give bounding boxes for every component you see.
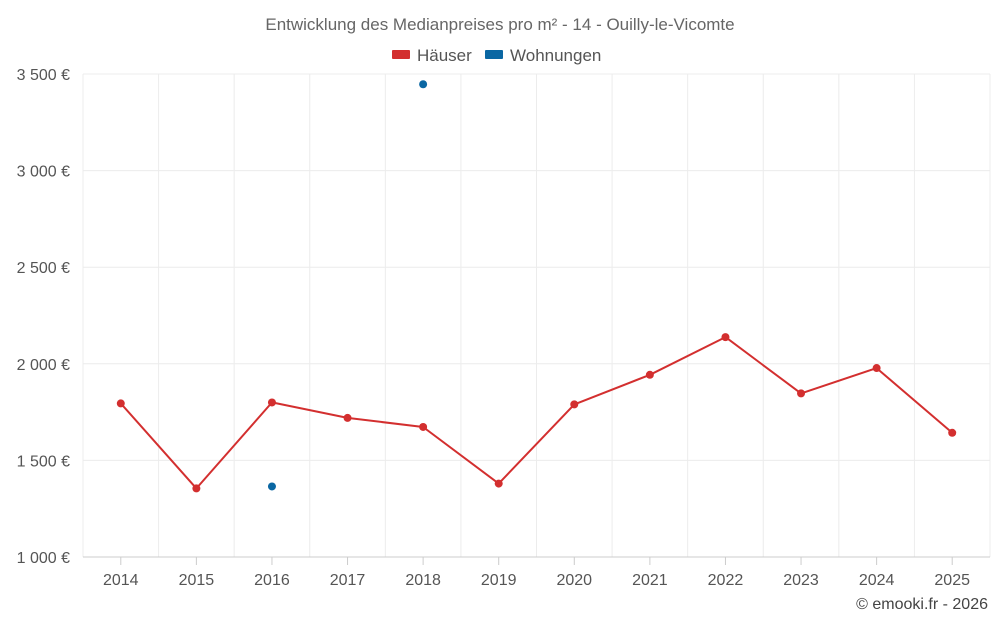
legend: Häuser Wohnungen	[392, 46, 601, 65]
legend-swatch-wohnungen	[485, 50, 503, 59]
y-tick-label: 1 000 €	[17, 550, 70, 567]
x-tick-label: 2016	[254, 572, 290, 589]
data-point-wohnungen-2018	[419, 80, 428, 89]
x-tick-label: 2020	[556, 572, 592, 589]
series-wohnungen	[267, 80, 428, 491]
x-tick-label: 2017	[330, 572, 366, 589]
x-tick-label: 2023	[783, 572, 819, 589]
data-point-haeuser-2024	[872, 364, 881, 373]
x-tick-label: 2015	[179, 572, 215, 589]
x-tick-label: 2021	[632, 572, 668, 589]
data-point-haeuser-2014	[116, 399, 125, 408]
data-point-haeuser-2015	[192, 484, 201, 493]
y-axis: 1 000 € 1 500 € 2 000 € 2 500 € 3 000 € 3 500…	[17, 67, 70, 567]
grid	[82, 73, 991, 557]
data-point-haeuser-2020	[570, 400, 579, 409]
legend-label-haeuser: Häuser	[417, 46, 472, 65]
x-tick-label: 2025	[934, 572, 970, 589]
x-tick-label: 2019	[481, 572, 517, 589]
data-point-haeuser-2022	[721, 333, 730, 342]
x-tick-label: 2014	[103, 572, 139, 589]
data-point-haeuser-2021	[645, 370, 654, 379]
legend-item-haeuser[interactable]: Häuser	[392, 46, 472, 65]
x-tick-label: 2022	[708, 572, 744, 589]
y-tick-label: 2 000 €	[17, 357, 70, 374]
series-line-haeuser	[120, 336, 953, 490]
data-point-haeuser-2016	[267, 398, 276, 407]
y-tick-label: 3 000 €	[17, 164, 70, 181]
legend-item-wohnungen[interactable]: Wohnungen	[485, 46, 601, 65]
x-axis: 2014 2015 2016 2017 2018 2019 2020 2021 2022 2023…	[83, 556, 990, 589]
x-tick-label: 2024	[859, 572, 895, 589]
x-tick-label: 2018	[405, 572, 441, 589]
data-point-wohnungen-2016	[267, 482, 276, 491]
data-point-haeuser-2018	[419, 422, 428, 431]
data-point-haeuser-2017	[343, 413, 352, 422]
series-haeuser	[116, 333, 957, 493]
data-point-haeuser-2019	[494, 479, 503, 488]
y-tick-label: 2 500 €	[17, 260, 70, 277]
legend-label-wohnungen: Wohnungen	[510, 46, 601, 65]
y-tick-label: 1 500 €	[17, 453, 70, 470]
data-point-haeuser-2025	[948, 428, 957, 437]
data-point-haeuser-2023	[797, 389, 806, 398]
credit-text: © emooki.fr - 2026	[856, 596, 988, 613]
legend-swatch-haeuser	[392, 50, 410, 59]
series-layer	[116, 80, 957, 493]
y-tick-label: 3 500 €	[17, 67, 70, 84]
chart-title: Entwicklung des Medianpreises pro m² - 1…	[265, 15, 734, 34]
